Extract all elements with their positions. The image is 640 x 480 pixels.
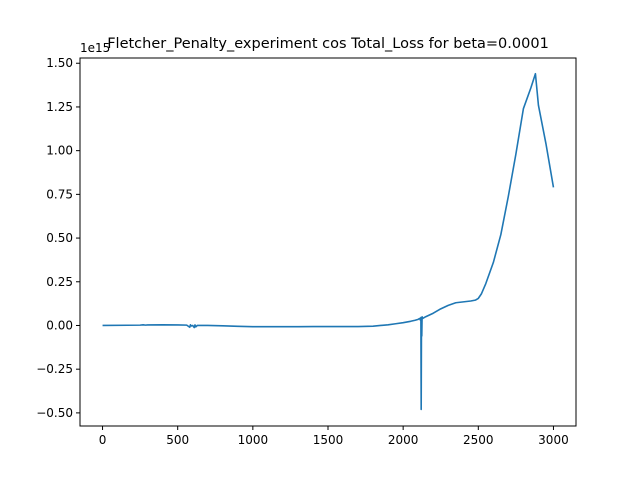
y-axis-offset-label: 1e15 — [80, 41, 110, 55]
y-tick-label: −0.50 — [36, 406, 73, 420]
x-tick-label: 500 — [166, 433, 189, 447]
x-tick-label: 2500 — [463, 433, 494, 447]
y-tick-label: −0.25 — [36, 362, 73, 376]
x-tick-label: 2000 — [388, 433, 419, 447]
x-tick-label: 1000 — [238, 433, 269, 447]
x-axis: 0 500 1000 1500 2000 2500 3000 — [99, 426, 569, 447]
x-tick-label: 0 — [99, 433, 107, 447]
series-line-0 — [102, 72, 555, 411]
axes-frame — [79, 57, 577, 427]
y-tick-label: 0.50 — [46, 231, 73, 245]
y-tick-label: 1.00 — [46, 144, 73, 158]
y-tick-label: 0.00 — [46, 318, 73, 332]
y-tick-label: 1.25 — [46, 100, 73, 114]
y-tick-label: 0.25 — [46, 275, 73, 289]
y-tick-label: 1.50 — [46, 56, 73, 70]
y-axis: −0.50 −0.25 0.00 0.25 0.50 0.75 1.00 1.25 1.50 — [36, 56, 80, 420]
x-tick-label: 1500 — [313, 433, 344, 447]
chart-title: Fletcher_Penalty_experiment cos Total_Lo… — [107, 36, 549, 52]
x-tick-label: 3000 — [538, 433, 569, 447]
y-tick-label: 0.75 — [46, 187, 73, 201]
plot-area — [102, 72, 555, 411]
